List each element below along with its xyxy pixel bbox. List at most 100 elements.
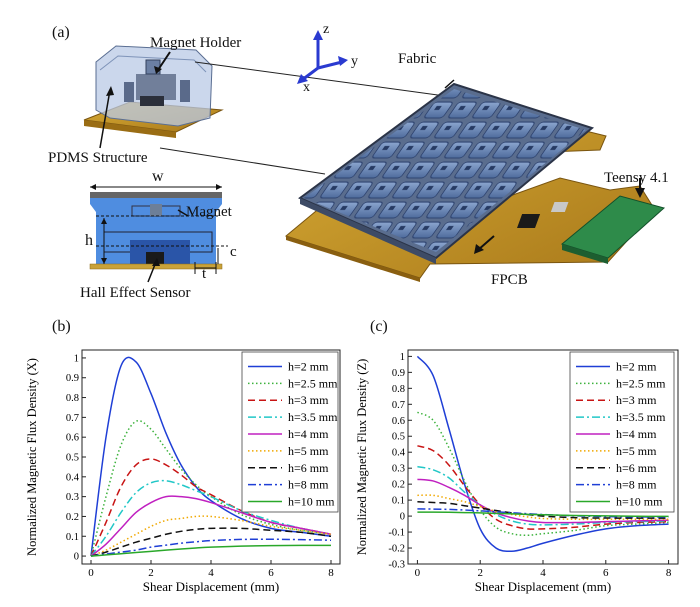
series-line [417,445,669,530]
x-tick-label: 6 [268,567,274,579]
magnet-label: Magnet [186,204,232,220]
y-tick-label: 0.6 [66,433,79,444]
series-line [416,355,669,552]
y-tick-label: 0 [400,512,405,523]
legend-label: h=3 mm [616,393,657,407]
y-tick-label: -0.2 [388,544,405,555]
x-tick-label: 0 [415,567,421,579]
legend-label: h=6 mm [288,461,329,475]
y-tick-label: 0.7 [392,400,405,411]
pdms-structure-label: PDMS Structure [48,150,148,166]
fabric-label: Fabric [398,51,437,67]
axis-z-label: z [323,22,330,37]
magnet-holder-label: Magnet Holder [150,35,242,51]
chart-shear-x: 0 2 4 6 8 0 0.1 0.2 0.3 0.4 0.5 0.6 0.7 0.8 0.9 1 Shear … [25,349,341,594]
legend-label: h=5 mm [288,444,329,458]
cross-section [89,184,228,283]
y-tick-label: 0.7 [66,413,79,424]
series-line [417,411,669,537]
y-axis-label: Normalized Magnetic Flux Density (X) [25,358,39,556]
x-tick-label: 8 [666,567,672,579]
panel-b-label: (b) [52,318,71,335]
series-line [90,527,332,557]
magnet-holder-arrow [157,51,171,71]
y-tick-label: 0.3 [66,492,79,503]
legend-label: h=3 mm [288,393,329,407]
teensy-board [517,195,666,264]
legend-label: h=4 mm [616,427,657,441]
series-line [417,478,669,524]
y-tick-label: 0.5 [66,453,79,464]
panel-a-illustration [83,30,666,283]
legend-label: h=10 mm [616,495,663,509]
legend-label: h=8 mm [288,478,329,492]
pdms-arrow [99,89,111,149]
sensor-module-3d [83,45,224,138]
y-tick-label: 0.6 [392,416,405,427]
zoom-line-bottom [159,147,326,175]
axis-y-label: y [351,54,358,69]
x-axis-label: Shear Displacement (mm) [143,579,279,594]
y-tick-label: 0.9 [66,373,79,384]
y-axis-label: Normalized Magnetic Flux Density (Z) [355,359,369,555]
x-tick-label: 0 [88,567,94,579]
sensor-array [298,82,595,264]
legend-label: h=2 mm [288,359,329,373]
zoom-line-top [194,61,446,97]
axis-x-label: x [303,80,310,95]
fabric-arrow [444,79,455,89]
c-dimension-label: c [230,244,237,260]
legend-label: h=5 mm [616,444,657,458]
series-line [90,495,332,557]
fpcb-label: FPCB [491,272,528,288]
series-line [90,538,332,557]
y-tick-label: 0.5 [392,432,405,443]
legend-label: h=4 mm [288,427,329,441]
y-tick-label: 0.2 [66,512,79,523]
legend-label: h=10 mm [288,495,335,509]
y-tick-label: 0.1 [66,532,79,543]
legend-label: h=2.5 mm [288,376,338,390]
y-tick-label: 0.4 [392,448,406,459]
x-tick-label: 2 [148,567,154,579]
series-line [90,544,332,557]
height-dimension-label: h [85,232,93,249]
coordinate-axes [297,30,348,84]
x-tick-label: 4 [540,567,546,579]
y-tick-label: 0.8 [66,393,79,404]
y-tick-label: -0.1 [388,528,405,539]
series-line [417,465,669,526]
legend-label: h=3.5 mm [288,410,338,424]
y-tick-label: 0 [74,552,79,563]
x-tick-label: 8 [328,567,334,579]
y-tick-label: -0.3 [388,560,405,571]
legend-label: h=8 mm [616,478,657,492]
hall-sensor-label: Hall Effect Sensor [80,285,191,301]
legend-label: h=3.5 mm [616,410,666,424]
panel-c-label: (c) [370,318,388,335]
legend-box [241,351,339,513]
y-tick-label: 0.1 [392,496,405,507]
legend-label: h=6 mm [616,461,657,475]
legend-label: h=2 mm [616,359,657,373]
series-line [417,511,669,518]
x-tick-label: 2 [477,567,483,579]
width-dimension-label: w [152,168,164,185]
y-tick-label: 1 [400,352,405,363]
x-tick-label: 6 [603,567,609,579]
legend-label: h=2.5 mm [616,376,666,390]
y-tick-label: 0.4 [66,472,80,483]
y-tick-label: 0.9 [392,368,405,379]
series-line [90,356,332,557]
series-line [90,479,332,557]
y-tick-label: 1 [74,353,79,364]
y-tick-label: 0.3 [392,464,405,475]
panel-a-label: (a) [52,24,70,41]
series-line [417,500,669,519]
chart-shear-z: 0 2 4 6 8 -0.3 -0.2 -0.1 0 0.1 0.2 0.3 0.4 0.5 0.6 0.7 0… [355,349,679,594]
x-axis-label: Shear Displacement (mm) [475,579,611,594]
series-line [90,515,332,557]
y-tick-label: 0.8 [392,384,405,395]
x-tick-label: 4 [208,567,214,579]
